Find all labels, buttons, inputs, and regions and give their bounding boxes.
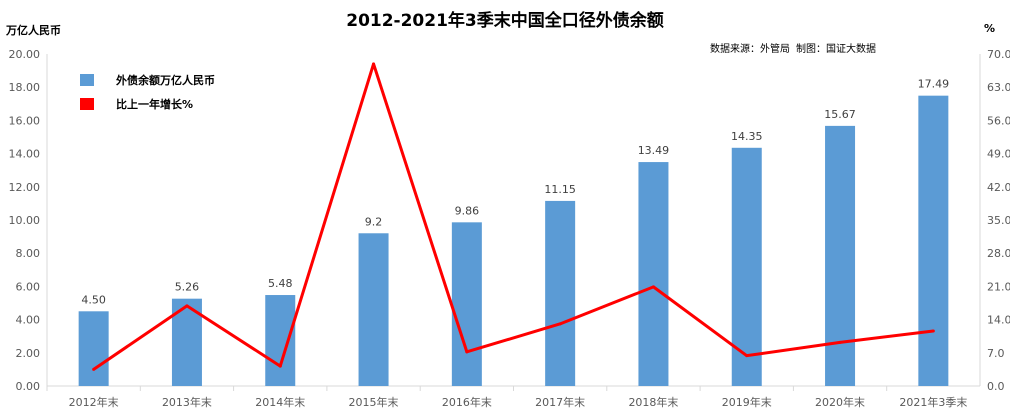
bar: [545, 200, 576, 386]
x-tick-label: 2016年末: [442, 395, 492, 409]
bar: [731, 147, 762, 386]
right-tick-label: 14.0: [987, 314, 1010, 327]
x-tick-label: 2015年末: [349, 395, 399, 409]
left-tick-label: 16.00: [9, 114, 41, 127]
right-tick-label: 0.0: [987, 380, 1005, 393]
x-tick-label: 2014年末: [255, 395, 305, 409]
legend-swatch-line: [80, 98, 94, 110]
left-tick-label: 2.00: [16, 347, 41, 360]
left-tick-label: 8.00: [16, 247, 41, 260]
right-tick-label: 56.0: [987, 114, 1010, 127]
growth-point: [465, 350, 469, 354]
x-tick-label: 2012年末: [69, 395, 119, 409]
bar: [78, 311, 109, 386]
x-tick-label: 2017年末: [535, 395, 585, 409]
bar-value-label: 9.2: [365, 215, 383, 228]
left-tick-label: 0.00: [16, 380, 41, 393]
bar: [265, 295, 296, 386]
growth-point: [651, 285, 655, 289]
bar: [825, 125, 856, 387]
legend: 外债余额万亿人民币 比上一年增长%: [80, 68, 215, 116]
left-tick-label: 12.00: [9, 181, 41, 194]
growth-point: [558, 322, 562, 326]
left-tick-label: 10.00: [9, 214, 41, 227]
growth-point: [278, 364, 282, 368]
x-tick-label: 2021年3季末: [899, 395, 967, 409]
right-tick-label: 21.0: [987, 280, 1010, 293]
x-tick-label: 2020年末: [815, 395, 865, 409]
bar-value-label: 5.48: [268, 277, 293, 290]
growth-point: [92, 367, 96, 371]
bar-value-label: 9.86: [455, 204, 480, 217]
left-tick-label: 14.00: [9, 148, 41, 161]
right-tick-label: 70.0: [987, 48, 1010, 61]
left-tick-label: 6.00: [16, 280, 41, 293]
right-tick-label: 49.0: [987, 148, 1010, 161]
bar: [918, 95, 949, 386]
data-source-note: 数据来源：外管局 制图：国证大数据: [710, 44, 877, 55]
right-tick-label: 28.0: [987, 247, 1010, 260]
legend-label-bars: 外债余额万亿人民币: [116, 74, 215, 87]
left-axis-unit: 万亿人民币: [6, 24, 61, 37]
left-tick-label: 4.00: [16, 314, 41, 327]
x-tick-label: 2018年末: [628, 395, 678, 409]
x-tick-label: 2013年末: [162, 395, 212, 409]
left-tick-label: 18.00: [9, 81, 41, 94]
x-tick-label: 2019年末: [722, 395, 772, 409]
right-tick-label: 42.0: [987, 181, 1010, 194]
right-tick-label: 7.0: [987, 347, 1005, 360]
bar-value-label: 13.49: [638, 144, 670, 157]
legend-label-line: 比上一年增长%: [116, 98, 194, 111]
growth-point: [931, 329, 935, 333]
bar-value-label: 17.49: [918, 78, 950, 91]
bar: [358, 233, 389, 386]
growth-point: [372, 62, 376, 66]
left-tick-label: 20.00: [9, 48, 41, 61]
bar-value-label: 14.35: [731, 130, 763, 143]
growth-point: [838, 340, 842, 344]
legend-swatch-bars: [80, 74, 94, 86]
growth-line: [92, 62, 934, 371]
bar-value-label: 11.15: [544, 183, 576, 196]
right-tick-label: 63.0: [987, 81, 1010, 94]
right-axis-unit: %: [984, 22, 996, 35]
growth-point: [745, 354, 749, 358]
growth-point: [185, 304, 189, 308]
legend-item-line: 比上一年增长%: [80, 92, 215, 116]
bar-value-label: 5.26: [175, 281, 200, 294]
legend-item-bars: 外债余额万亿人民币: [80, 68, 215, 92]
chart-title: 2012-2021年3季末中国全口径外债余额: [346, 11, 664, 31]
bar-value-label: 15.67: [824, 108, 856, 121]
bar: [451, 222, 482, 386]
bar: [638, 162, 669, 386]
bar-value-label: 4.50: [81, 293, 106, 306]
right-tick-label: 35.0: [987, 214, 1010, 227]
